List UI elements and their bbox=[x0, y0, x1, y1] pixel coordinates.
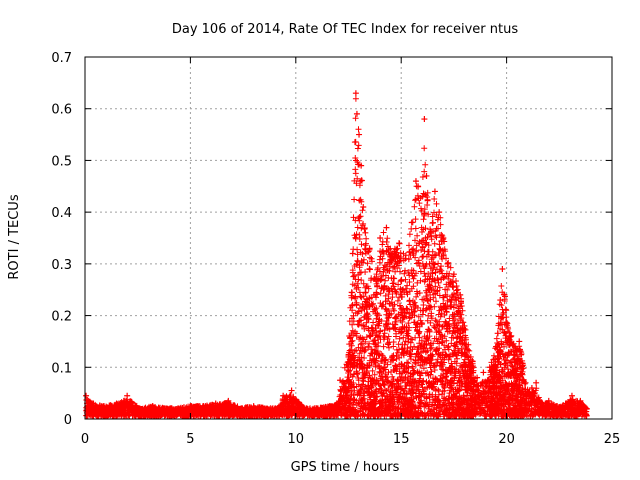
data-point bbox=[431, 188, 438, 195]
data-point bbox=[90, 400, 97, 407]
data-point bbox=[402, 255, 409, 262]
data-point bbox=[212, 400, 219, 407]
data-point bbox=[493, 343, 500, 350]
data-point bbox=[583, 405, 590, 412]
data-point bbox=[352, 90, 359, 97]
x-tick-label: 20 bbox=[498, 432, 515, 447]
data-point bbox=[353, 110, 360, 117]
y-tick-label: 0.5 bbox=[51, 154, 72, 169]
dense-marker-cloud bbox=[83, 95, 590, 420]
data-point bbox=[372, 276, 379, 283]
data-point bbox=[427, 229, 434, 236]
data-point bbox=[377, 235, 384, 241]
data-point bbox=[288, 387, 295, 394]
data-point bbox=[440, 235, 447, 241]
data-point bbox=[419, 193, 426, 200]
y-tick-label: 0.2 bbox=[51, 310, 72, 325]
data-point bbox=[349, 250, 356, 257]
data-point bbox=[480, 369, 487, 376]
data-point bbox=[512, 343, 519, 350]
data-point bbox=[396, 240, 403, 247]
data-point bbox=[136, 405, 143, 412]
chart-title: Day 106 of 2014, Rate Of TEC Index for r… bbox=[172, 22, 518, 37]
y-tick-label: 0.3 bbox=[51, 258, 72, 273]
y-tick-label: 0.4 bbox=[51, 206, 72, 221]
data-point bbox=[568, 392, 575, 399]
data-point bbox=[162, 405, 169, 412]
data-point bbox=[358, 162, 365, 169]
data-point bbox=[113, 400, 120, 407]
data-point bbox=[467, 353, 474, 360]
data-point bbox=[516, 338, 523, 345]
y-tick-label: 0.6 bbox=[51, 103, 72, 118]
data-point bbox=[522, 379, 529, 386]
data-points bbox=[83, 90, 590, 412]
data-point bbox=[507, 333, 514, 340]
data-point bbox=[124, 392, 131, 399]
data-point bbox=[362, 229, 369, 236]
data-point bbox=[389, 250, 396, 257]
data-point bbox=[83, 392, 90, 399]
data-point bbox=[539, 400, 546, 407]
data-point bbox=[174, 405, 181, 412]
data-point bbox=[366, 245, 373, 252]
data-point bbox=[383, 224, 390, 231]
data-point bbox=[313, 405, 320, 412]
data-point bbox=[356, 131, 363, 138]
x-axis-label: GPS time / hours bbox=[291, 460, 400, 475]
y-tick-label: 0.1 bbox=[51, 361, 72, 376]
y-tick-label: 0.7 bbox=[51, 51, 72, 66]
data-point bbox=[501, 291, 508, 298]
data-point bbox=[528, 384, 535, 391]
data-point bbox=[436, 209, 443, 216]
data-point bbox=[408, 219, 415, 226]
x-tick-label: 10 bbox=[288, 432, 305, 447]
data-point bbox=[345, 353, 352, 360]
data-point bbox=[200, 403, 207, 410]
data-point bbox=[275, 405, 282, 412]
data-point bbox=[499, 266, 506, 273]
dense-background-markers bbox=[83, 95, 590, 420]
data-point bbox=[412, 178, 419, 185]
data-point bbox=[545, 397, 552, 404]
data-point bbox=[577, 397, 584, 404]
data-point bbox=[533, 379, 540, 386]
data-point bbox=[225, 397, 232, 404]
data-point bbox=[450, 271, 457, 278]
data-point bbox=[421, 116, 428, 123]
data-point bbox=[474, 374, 481, 381]
x-tick-label: 0 bbox=[81, 432, 89, 447]
data-point bbox=[250, 403, 257, 410]
data-point bbox=[360, 203, 367, 210]
data-point bbox=[326, 403, 333, 410]
x-tick-label: 25 bbox=[604, 432, 621, 447]
data-point bbox=[263, 405, 270, 412]
data-point bbox=[486, 364, 493, 371]
data-point bbox=[562, 400, 569, 407]
y-axis-label: ROTI / TECUs bbox=[7, 194, 22, 279]
data-point bbox=[444, 260, 451, 267]
grid-lines bbox=[85, 57, 612, 419]
data-point bbox=[187, 403, 194, 410]
data-point bbox=[100, 403, 107, 410]
data-point bbox=[554, 403, 561, 410]
data-point bbox=[301, 405, 308, 412]
data-point bbox=[497, 297, 504, 304]
x-tick-label: 15 bbox=[393, 432, 410, 447]
data-point bbox=[415, 183, 422, 190]
data-point bbox=[334, 400, 341, 407]
axis-ticks: 0 5 10 15 20 25 0 0.1 0.2 0.3 0.4 0.5 0.6 0.7 bbox=[51, 51, 620, 447]
data-point bbox=[149, 403, 156, 410]
data-point bbox=[423, 172, 430, 179]
data-point bbox=[280, 392, 287, 399]
data-point bbox=[461, 322, 468, 329]
data-point bbox=[457, 291, 464, 298]
data-point bbox=[337, 377, 344, 384]
data-point bbox=[237, 405, 244, 412]
plot-frame bbox=[84, 56, 613, 420]
x-tick-label: 5 bbox=[186, 432, 194, 447]
y-tick-label: 0 bbox=[64, 413, 72, 428]
